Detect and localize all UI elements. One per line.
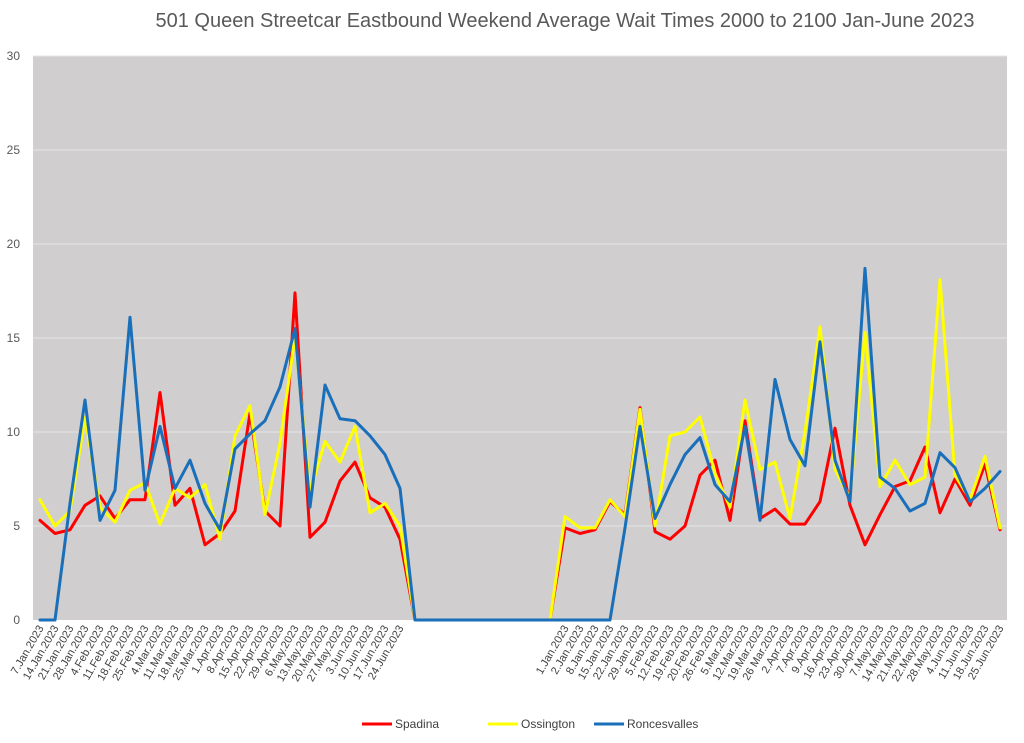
x-axis-tick-labels: 7.Jan.202314.Jan.202321.Jan.202328.Jan.2…	[9, 624, 1007, 684]
chart-title: 501 Queen Streetcar Eastbound Weekend Av…	[155, 10, 974, 32]
series-line-roncesvalles	[38, 266, 1002, 622]
y-axis-tick-labels: 0 5 10 15 20 25 30	[7, 49, 21, 627]
y-tick-label: 15	[7, 331, 21, 345]
legend-label-ossington: Ossington	[521, 717, 575, 731]
y-tick-label: 0	[13, 613, 20, 627]
legend-label-spadina: Spadina	[395, 717, 439, 731]
legend-label-roncesvalles: Roncesvalles	[627, 717, 698, 731]
legend: Spadina Ossington Roncesvalles	[362, 717, 698, 731]
gridlines	[33, 55, 1007, 527]
series-lines	[38, 266, 1002, 622]
y-tick-label: 5	[13, 519, 20, 533]
y-tick-label: 20	[7, 237, 21, 251]
y-tick-label: 30	[7, 49, 21, 63]
y-tick-label: 10	[7, 425, 21, 439]
y-tick-label: 25	[7, 143, 21, 157]
